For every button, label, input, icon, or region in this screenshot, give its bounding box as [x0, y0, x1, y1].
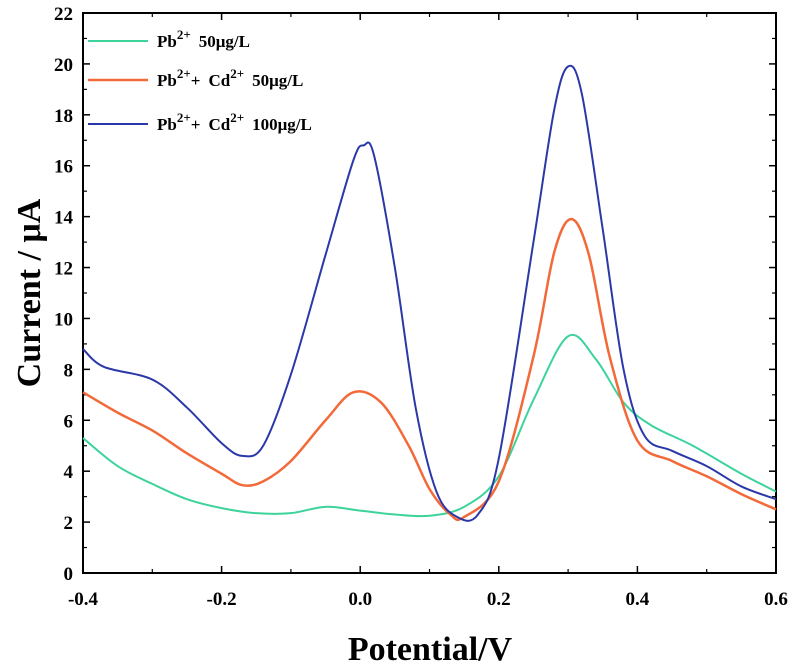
- x-axis-title: Potential/V: [348, 631, 513, 667]
- legend: Pb2+ 50μg/L Pb2++ Cd2+ 50μg/L Pb2++ Cd2+ 100μ…: [88, 27, 312, 134]
- x-tick-label-4: 0.4: [626, 589, 650, 610]
- y-tick-label-0: 0: [64, 564, 74, 585]
- series-line-2: [82, 64, 777, 522]
- legend-label-2: Pb2++ Cd2+ 100μg/L: [157, 110, 312, 134]
- series-layer: [82, 64, 777, 522]
- y-axis-title: Current / μA: [11, 198, 48, 387]
- y-tick-label-6: 12: [54, 259, 73, 280]
- x-tick-label-1: -0.2: [207, 589, 237, 610]
- y-tick-label-5: 10: [54, 309, 73, 330]
- y-tick-label-2: 4: [64, 462, 74, 483]
- x-tick-label-2: 0.0: [348, 589, 372, 610]
- series-line-1: [82, 217, 777, 522]
- y-tick-label-1: 2: [64, 513, 74, 534]
- y-tick-label-4: 8: [64, 360, 74, 381]
- axis-ticks: -0.4 -0.2 0.0 0.2 0.4 0.6 0 2 4 6 8 10 12 14 16 18 20 22: [54, 4, 788, 610]
- legend-label-0: Pb2+ 50μg/L: [157, 27, 250, 51]
- x-tick-label-0: -0.4: [68, 589, 99, 610]
- y-tick-label-7: 14: [54, 208, 74, 229]
- x-tick-label-5: 0.6: [764, 589, 788, 610]
- y-tick-label-8: 16: [54, 157, 73, 178]
- legend-label-1: Pb2++ Cd2+ 50μg/L: [157, 66, 303, 90]
- series-line-0: [82, 333, 777, 518]
- x-tick-label-3: 0.2: [487, 589, 511, 610]
- y-tick-label-3: 6: [64, 411, 74, 432]
- y-tick-label-9: 18: [54, 106, 73, 127]
- y-tick-label-10: 20: [54, 55, 73, 76]
- y-tick-label-11: 22: [54, 4, 73, 25]
